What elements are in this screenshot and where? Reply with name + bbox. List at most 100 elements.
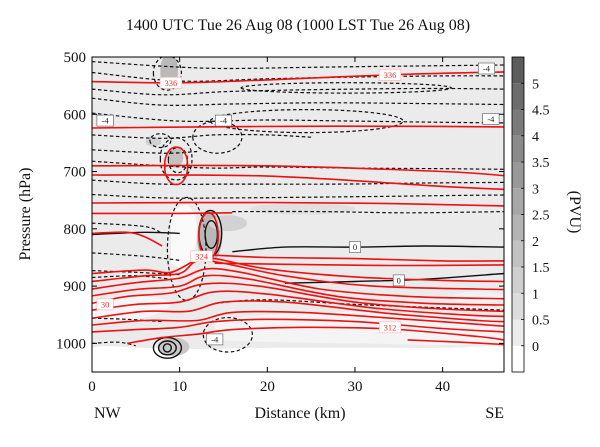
colorbar-tick-label: 1: [532, 287, 539, 302]
chart-title: 1400 UTC Tue 26 Aug 08 (1000 LST Tue 26 …: [126, 17, 470, 34]
pv-patch: [167, 146, 184, 168]
y-tick-label: 600: [64, 107, 87, 123]
contour-label-box: [159, 77, 183, 89]
omega-contour-loop: [149, 133, 172, 149]
y-axis-label: Pressure (hPa): [17, 168, 34, 261]
theta-contour-line: [92, 174, 504, 191]
plot-area: 336 336 -4 -4 -4 -4 0 0 30 324 -4 312: [91, 56, 505, 373]
contour-label: 312: [384, 322, 397, 332]
colorbar-tick-label: 5: [532, 77, 539, 92]
colorbar-tick-label: 2: [532, 235, 539, 250]
theta-contour-line: [92, 231, 163, 247]
contour-label-box: [96, 298, 114, 311]
contour-label-box: [482, 113, 500, 125]
omega-contour-line: [92, 61, 504, 70]
omega-contour-line: [92, 341, 136, 347]
contour-labels: 336 336 -4 -4 -4 -4 0 0 30 324 -4 312: [96, 62, 500, 346]
colorbar-label: (PVU): [566, 191, 583, 234]
omega-contour-line: [92, 193, 504, 199]
colorbar-swatch: [512, 345, 524, 373]
contour-label: -4: [102, 116, 110, 126]
x-axis: 0 10 20 30 40: [88, 57, 450, 395]
colorbar-tick-label: 3: [532, 182, 539, 197]
y-tick-label: 500: [64, 50, 87, 66]
omega-contour-loop: [192, 120, 243, 154]
pv-patch: [249, 203, 355, 215]
colorbar-swatch: [512, 240, 524, 268]
pv-patch: [92, 346, 504, 372]
theta-contour-line: [92, 290, 504, 318]
omega-contour-line: [92, 149, 198, 154]
omega-contour-line: [92, 270, 180, 276]
omega-contour-loop: [240, 82, 453, 94]
contour-label: -4: [211, 334, 219, 344]
colorbar-swatch: [512, 319, 524, 346]
theta-contour-line: [92, 310, 504, 327]
colorbar: 0 0.5 1 1.5 2 2.5 3 3.5 4 4.5 5: [511, 56, 550, 373]
x-tick-label: 40: [435, 379, 450, 395]
contour-label-box: [378, 321, 402, 334]
theta-contour-loop: [163, 146, 189, 186]
theta-contour-line: [126, 326, 504, 345]
omega-zero-contour: [152, 336, 183, 359]
colorbar-swatch: [512, 83, 524, 110]
omega-zero-contour: [157, 340, 177, 356]
contour-label-box: [96, 114, 114, 127]
contour-label-box: [206, 333, 224, 346]
pv-patch: [145, 137, 162, 147]
omega-contour-line: [232, 210, 504, 214]
contour-label-box: [378, 69, 402, 81]
x-axis-label: Distance (km): [254, 405, 345, 422]
colorbar-swatch: [512, 162, 524, 189]
y-tick-label: 700: [64, 165, 87, 181]
contour-label-box: [392, 274, 405, 287]
x-endpoint-right: SE: [485, 405, 504, 422]
colorbar-swatch: [512, 293, 524, 320]
y-axis: 500 600 700 800 900 1000: [56, 50, 504, 352]
x-tick-label: 20: [260, 379, 275, 395]
x-tick-label: 10: [172, 379, 187, 395]
theta-contour-line: [92, 201, 504, 207]
x-tick-label: 30: [347, 379, 362, 395]
contour-label: 336: [384, 70, 397, 80]
colorbar-tick-label: 3.5: [532, 156, 550, 171]
y-tick-label: 1000: [56, 336, 86, 352]
omega-contour-loop: [202, 317, 254, 353]
colorbar-swatch: [512, 135, 524, 163]
contour-label: 0: [353, 242, 357, 252]
colorbar-tick-label: 0: [532, 340, 539, 355]
omega-contour-line: [92, 87, 504, 96]
contour-label: -4: [483, 64, 491, 74]
y-tick-label: 800: [64, 222, 87, 238]
colorbar-tick-label: 4.5: [532, 104, 550, 119]
omega-contour-line: [92, 160, 504, 170]
contour-label-box: [190, 250, 213, 263]
colorbar-swatch: [512, 188, 524, 215]
omega-zero-contour: [284, 272, 504, 284]
x-endpoint-left: NW: [94, 405, 122, 422]
contour-label: -4: [487, 114, 495, 124]
theta-contour-line: [92, 267, 504, 300]
omega-contour-line: [92, 97, 504, 106]
contour-label-box: [215, 114, 233, 127]
theta-contour-line: [214, 254, 504, 262]
contour-label: 336: [165, 78, 178, 88]
colorbar-swatch: [512, 57, 524, 84]
omega-contour-line: [92, 112, 504, 124]
theta-contour-line: [92, 318, 504, 333]
colorbar-tick-label: 1.5: [532, 261, 550, 276]
omega-contour-line: [92, 179, 504, 186]
omega-contour-loop: [152, 57, 183, 91]
theta-contour-line: [92, 274, 504, 306]
omega-contour-line: [214, 299, 504, 311]
omega-contour-line: [92, 252, 180, 261]
omega-contour-line: [92, 275, 171, 280]
theta-contour-line: [92, 259, 504, 291]
contour-label: 324: [195, 251, 209, 261]
contour-label: 0: [397, 275, 401, 285]
colorbar-swatch: [512, 267, 524, 294]
theta-contour-line: [92, 282, 504, 313]
theta-contour-line: [92, 71, 504, 84]
omega-contour-line: [92, 133, 312, 139]
